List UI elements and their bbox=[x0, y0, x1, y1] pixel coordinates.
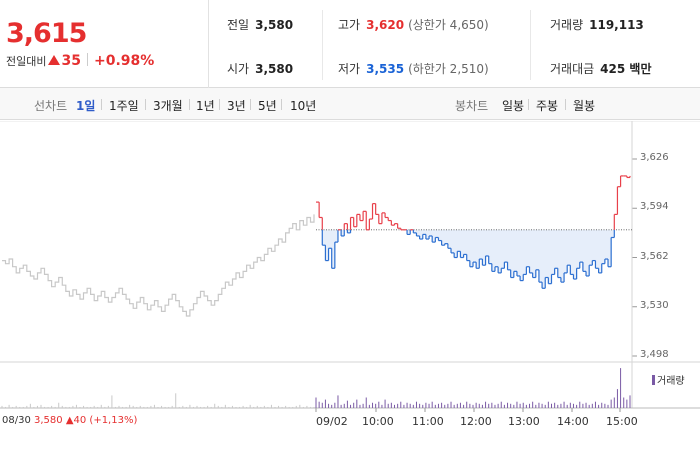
chart-toolbar: 선차트 1일 1주일 3개월 1년 3년 5년 10년 봉차트 일봉 주봉 월봉 bbox=[0, 88, 700, 120]
price-box: 3,615 전일대비 35 +0.98% bbox=[0, 0, 209, 88]
period-1d-tab[interactable]: 1일 bbox=[76, 99, 96, 113]
candle-daily-tab[interactable]: 일봉 bbox=[502, 99, 525, 113]
volume-legend: 거래량 bbox=[652, 372, 685, 387]
up-triangle-icon bbox=[48, 55, 61, 65]
y-tick-label: 3,498 bbox=[640, 349, 669, 360]
x-tick-label: 10:00 bbox=[362, 415, 394, 428]
stat-prev-close: 전일 3,580 bbox=[227, 18, 294, 32]
y-tick-label: 3,626 bbox=[640, 152, 669, 163]
x-tick-label: 15:00 bbox=[606, 415, 638, 428]
change-label: 전일대비 bbox=[6, 55, 47, 68]
y-tick-label: 3,530 bbox=[640, 300, 669, 311]
stat-volume: 거래량 119,113 bbox=[550, 18, 644, 32]
change-percent: +0.98% bbox=[93, 53, 155, 69]
stat-open: 시가 3,580 bbox=[227, 62, 294, 76]
candle-weekly-tab[interactable]: 주봉 bbox=[536, 99, 559, 113]
divider bbox=[145, 99, 146, 110]
below-baseline-fill bbox=[316, 229, 630, 289]
period-1y-tab[interactable]: 1년 bbox=[196, 99, 215, 113]
divider bbox=[530, 10, 531, 80]
period-10y-tab[interactable]: 10년 bbox=[290, 99, 317, 113]
y-tick-label: 3,594 bbox=[640, 201, 669, 212]
divider bbox=[565, 99, 566, 110]
quote-summary: 3,615 전일대비 35 +0.98% 전일 3,580 시가 3,580 고가 3,6… bbox=[0, 0, 700, 88]
divider bbox=[528, 99, 529, 110]
price-chart-svg bbox=[0, 121, 700, 412]
stat-high: 고가 3,620 (상한가 4,650) bbox=[338, 18, 489, 32]
y-tick-label: 3,562 bbox=[640, 251, 669, 262]
x-tick-label: 13:00 bbox=[508, 415, 540, 428]
divider bbox=[189, 99, 190, 110]
candle-chart-label: 봉차트 bbox=[455, 99, 489, 113]
x-tick-label: 12:00 bbox=[460, 415, 492, 428]
x-tick-label: 14:00 bbox=[557, 415, 589, 428]
x-tick-label: 09/02 bbox=[316, 415, 348, 428]
divider bbox=[281, 99, 282, 110]
prior-day-line bbox=[2, 214, 315, 317]
prev-close-note: 08/30 3,580 ▲40 (+1,13%) bbox=[2, 415, 138, 426]
line-chart-label: 선차트 bbox=[34, 99, 68, 113]
current-price: 3,615 bbox=[6, 18, 87, 49]
price-chart: 3,626 3,594 3,562 3,530 3,498 거래량 08/30 … bbox=[0, 121, 700, 450]
period-3y-tab[interactable]: 3년 bbox=[227, 99, 246, 113]
divider bbox=[250, 99, 251, 110]
candle-monthly-tab[interactable]: 월봉 bbox=[573, 99, 596, 113]
x-tick-label: 11:00 bbox=[412, 415, 444, 428]
change-line: 전일대비 35 +0.98% bbox=[6, 53, 154, 69]
volume-swatch bbox=[652, 375, 655, 385]
period-3m-tab[interactable]: 3개월 bbox=[153, 99, 183, 113]
stat-turnover: 거래대금 425 백만 bbox=[550, 62, 652, 76]
divider bbox=[86, 53, 88, 66]
period-1w-tab[interactable]: 1주일 bbox=[109, 99, 139, 113]
period-5y-tab[interactable]: 5년 bbox=[258, 99, 277, 113]
divider bbox=[101, 99, 102, 110]
change-amount: 35 bbox=[61, 53, 81, 69]
divider bbox=[322, 10, 323, 80]
stat-low: 저가 3,535 (하한가 2,510) bbox=[338, 62, 489, 76]
divider bbox=[219, 99, 220, 110]
